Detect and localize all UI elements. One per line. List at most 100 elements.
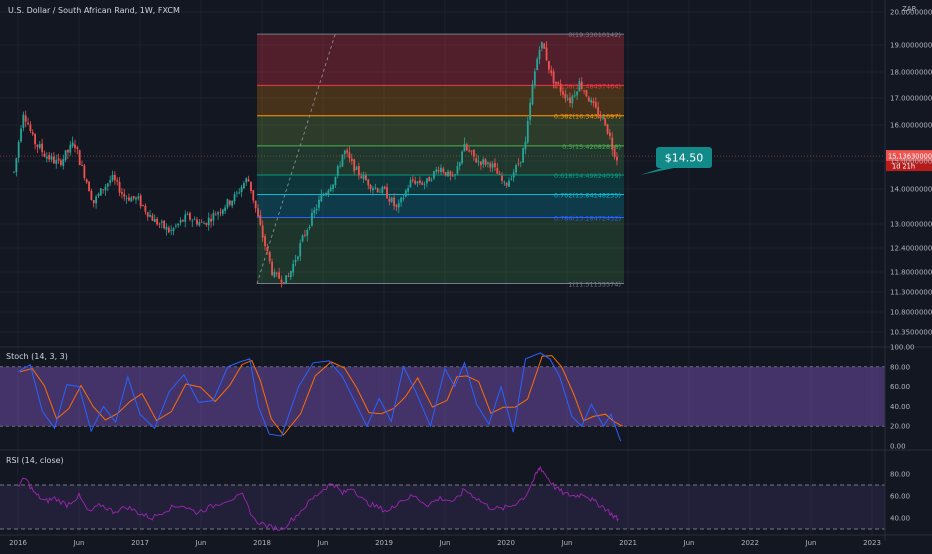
candle-body	[477, 161, 480, 163]
candle-body	[463, 143, 466, 152]
candle-body	[132, 196, 135, 199]
candle-body	[433, 171, 435, 179]
rsi-title: RSI (14, close)	[6, 456, 64, 465]
candle-body	[578, 81, 581, 92]
candle-body	[34, 134, 37, 145]
stoch-tick-label: 0.00	[890, 443, 906, 451]
candle-body	[296, 256, 299, 260]
candle-body	[379, 191, 381, 193]
candle-body	[376, 188, 379, 193]
candle-body	[395, 204, 398, 207]
candle-body	[339, 165, 342, 167]
stoch-d-line	[19, 355, 623, 436]
candle-body	[522, 148, 525, 163]
candle-body	[594, 102, 597, 108]
candle-body	[322, 194, 325, 196]
candle-body	[167, 227, 170, 233]
price-tick-label: 16.00000000	[890, 122, 932, 130]
candle-body	[121, 192, 123, 194]
candle-body	[611, 137, 614, 150]
candle-body	[64, 150, 67, 161]
time-tick-label: 2020	[497, 539, 515, 547]
candle-body	[273, 272, 276, 277]
candle-body	[170, 230, 173, 231]
rsi-tick-label: 80.00	[890, 471, 910, 479]
time-tick-label: 2021	[619, 539, 637, 547]
candle-body	[336, 166, 339, 176]
fib-level-label: 0.236(17.48497464)	[554, 82, 621, 90]
candle-body	[564, 93, 567, 99]
candle-body	[156, 218, 159, 225]
candle-body	[482, 159, 485, 165]
candle-body	[587, 97, 590, 102]
time-tick-label: Jun	[317, 539, 329, 547]
candle-body	[606, 124, 609, 134]
candle-body	[226, 199, 229, 208]
time-tick-label: 2018	[253, 539, 271, 547]
candle-body	[254, 200, 257, 209]
rsi-tick-label: 60.00	[890, 493, 910, 501]
candle-body	[465, 144, 468, 151]
candle-body	[50, 155, 53, 160]
candle-body	[109, 179, 112, 183]
candle-body	[13, 171, 15, 173]
candle-body	[357, 166, 360, 176]
candle-body	[221, 209, 224, 215]
candle-body	[17, 142, 20, 158]
candle-body	[444, 172, 447, 176]
candle-body	[235, 192, 238, 194]
time-tick-label: Jun	[683, 539, 695, 547]
candle-body	[613, 149, 616, 158]
time-tick-label: Jun	[439, 539, 451, 547]
rsi-band	[0, 485, 885, 529]
candle-body	[90, 190, 93, 200]
candle-body	[128, 197, 130, 201]
time-tick-label: 2017	[131, 539, 149, 547]
candle-body	[576, 91, 578, 96]
candle-body	[332, 184, 334, 190]
candle-body	[604, 118, 607, 126]
candle-body	[318, 199, 320, 208]
candle-body	[123, 193, 126, 197]
candle-body	[381, 187, 384, 193]
candle-body	[151, 215, 154, 221]
candle-body	[69, 144, 72, 153]
candle-body	[85, 179, 88, 183]
candle-body	[517, 163, 520, 165]
currency-label: ZAR	[902, 5, 917, 13]
candle-body	[160, 221, 163, 223]
candle-body	[142, 204, 144, 206]
candle-body	[113, 174, 116, 181]
fib-level-label: 1(11.51155574)	[568, 281, 621, 289]
candle-body	[198, 222, 201, 226]
stoch-tick-label: 60.00	[890, 383, 910, 391]
candle-body	[78, 150, 81, 166]
candle-body	[350, 158, 353, 162]
candle-body	[88, 181, 90, 192]
stoch-tick-label: 20.00	[890, 423, 910, 431]
candle-body	[512, 172, 515, 178]
candle-body	[163, 220, 166, 229]
candle-body	[421, 182, 424, 185]
candle-body	[203, 223, 205, 225]
candle-body	[510, 179, 513, 180]
stoch-band	[0, 366, 885, 427]
candle-body	[45, 156, 48, 159]
candle-body	[404, 190, 407, 197]
candle-body	[97, 194, 100, 196]
candle-body	[390, 197, 393, 202]
candle-body	[60, 160, 62, 165]
candle-body	[125, 197, 128, 199]
stoch-tick-label: 40.00	[890, 403, 910, 411]
fib-level-label: 0.382(16.34341697)	[554, 113, 621, 121]
candle-body	[294, 260, 297, 263]
fib-level-label: 0(19.33010142)	[568, 31, 621, 39]
candle-body	[414, 180, 417, 184]
candle-body	[189, 212, 191, 220]
price-callout	[640, 147, 712, 175]
candle-body	[271, 261, 273, 275]
candle-body	[451, 175, 454, 177]
candle-body	[372, 188, 374, 191]
